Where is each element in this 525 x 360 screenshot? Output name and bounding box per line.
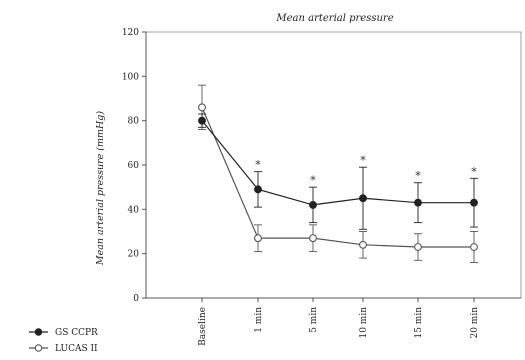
y-tick-label: 20 — [128, 250, 140, 260]
data-point — [198, 116, 206, 125]
significance-markers: * * * * * — [255, 154, 477, 187]
data-point — [254, 234, 262, 243]
significance-asterisk: * — [255, 159, 261, 172]
data-point — [470, 243, 478, 251]
series-lucas-ii — [198, 84, 478, 263]
legend-item: GS CCPR — [29, 328, 98, 338]
y-tick-label: 0 — [133, 294, 139, 304]
legend-label: LUCAS II — [55, 344, 98, 354]
x-tick-label: 10 min — [359, 307, 369, 339]
significance-asterisk: * — [360, 154, 366, 167]
data-point — [309, 234, 317, 243]
y-tick-label: 40 — [128, 205, 140, 215]
y-tick-label: 80 — [128, 117, 140, 127]
x-tick-label: 5 min — [309, 307, 319, 333]
legend-marker — [34, 328, 43, 336]
data-point — [414, 198, 422, 207]
x-axis: Baseline 1 min 5 min 10 min 15 min 20 min — [146, 297, 521, 346]
series-layer — [198, 84, 478, 263]
data-point — [470, 198, 478, 207]
y-tick-label: 100 — [122, 72, 139, 82]
legend: GS CCPR LUCAS II — [29, 328, 98, 354]
data-point — [359, 194, 367, 203]
legend-item: LUCAS II — [29, 344, 98, 354]
y-tick-label: 60 — [128, 161, 140, 171]
significance-asterisk: * — [415, 170, 421, 183]
data-point — [414, 243, 422, 251]
y-axis: 0 20 40 60 80 100 120 — [122, 28, 147, 304]
legend-marker — [34, 344, 43, 352]
x-tick-label: 15 min — [414, 307, 424, 339]
y-axis-label: Mean arterial pressure (mmHg) — [95, 111, 106, 266]
data-point — [198, 103, 206, 112]
x-tick-label: Baseline — [198, 307, 208, 346]
series-line — [201, 107, 474, 248]
legend-label: GS CCPR — [55, 328, 98, 338]
data-point — [309, 200, 317, 209]
significance-asterisk: * — [310, 174, 316, 187]
x-tick-label: 1 min — [254, 307, 264, 333]
data-point — [359, 240, 367, 249]
series-gs-ccpr — [198, 113, 478, 230]
y-tick-label: 120 — [122, 28, 139, 38]
plot-frame — [145, 31, 522, 299]
data-point — [254, 185, 262, 194]
chart-title: Mean arterial pressure — [275, 13, 393, 24]
x-tick-label: 20 min — [470, 307, 480, 339]
significance-asterisk: * — [471, 165, 477, 178]
series-line — [201, 120, 474, 206]
